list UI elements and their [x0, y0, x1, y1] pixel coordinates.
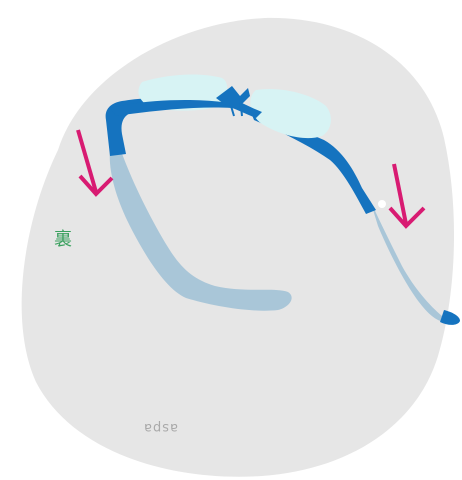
- background-disc: [21, 17, 455, 477]
- right-lens: [250, 88, 331, 139]
- left-temple-tip: [109, 148, 292, 311]
- right-temple-end: [440, 310, 460, 325]
- back-side-label: 裏: [54, 229, 72, 250]
- frame-top-bar: [110, 100, 262, 118]
- nose-pads: [227, 95, 243, 117]
- left-down-arrow-icon: [76, 129, 114, 197]
- hinge-highlight: [378, 200, 386, 208]
- mirrored-imprint-text: aspa: [143, 420, 178, 435]
- right-down-arrow-icon: [388, 163, 426, 229]
